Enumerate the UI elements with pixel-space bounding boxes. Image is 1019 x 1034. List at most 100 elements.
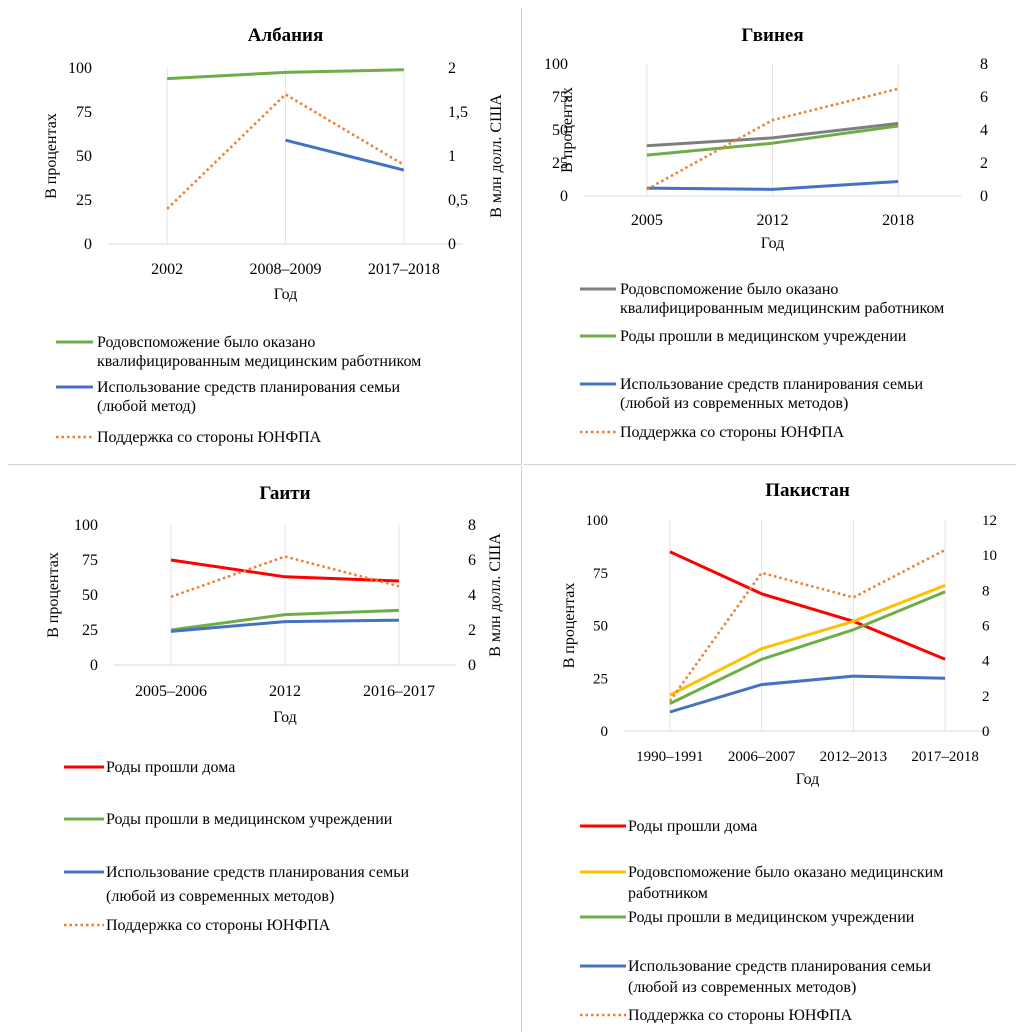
legend-label-1: квалифицированным медицинским работником bbox=[620, 300, 944, 317]
y-tick-label: 100 bbox=[544, 56, 568, 73]
legend-label-2: работником bbox=[628, 885, 708, 902]
series-line-5 bbox=[668, 548, 946, 702]
y-tick-label: 25 bbox=[593, 671, 608, 687]
y2-tick-label: 6 bbox=[468, 552, 476, 569]
y2-tick-label: 1 bbox=[448, 148, 456, 165]
y2-tick-label: 4 bbox=[982, 654, 990, 670]
legend-label-4: (любой из современных методов) bbox=[628, 979, 856, 996]
legend-label-1: Родовспоможение было оказано bbox=[97, 334, 315, 351]
series-line-3 bbox=[646, 180, 899, 191]
series-line-1 bbox=[170, 558, 400, 583]
y-axis-title: В процентах bbox=[561, 583, 578, 669]
chart-haiti: Гаити 0 25 50 75 100 0 2 4 6 8 2005–2006 2012 2016–20… bbox=[45, 483, 504, 934]
chart-panel-pakistan: Пакистан 0 25 50 75 100 0 2 4 6 8 10 12 1990–1991 2006… bbox=[524, 466, 1019, 1032]
x-axis-title: Год bbox=[796, 771, 820, 788]
series-line-2 bbox=[646, 124, 899, 157]
x-axis-title: Год bbox=[274, 286, 298, 303]
y-tick-label: 100 bbox=[68, 60, 92, 77]
y-tick-label: 75 bbox=[593, 566, 608, 582]
legend-label-2: Использование средств планирования семьи bbox=[97, 379, 400, 396]
legend-label-5: Поддержка со стороны ЮНФПА bbox=[628, 1007, 853, 1024]
chart-pakistan: Пакистан 0 25 50 75 100 0 2 4 6 8 10 12 1990–1991 2006… bbox=[561, 480, 997, 1024]
legend-label-1: квалифицированным медицинским работником bbox=[97, 353, 421, 370]
legend-label-1: Роды прошли дома bbox=[106, 759, 235, 776]
y2-tick-label: 2 bbox=[982, 689, 990, 705]
y2-tick-label: 4 bbox=[980, 122, 988, 139]
x-tick-label: 2005–2006 bbox=[135, 683, 207, 700]
legend-label-3: Использование средств планирования семьи bbox=[106, 864, 409, 881]
legend-label-3: Роды прошли в медицинском учреждении bbox=[628, 909, 915, 926]
y2-tick-label: 2 bbox=[980, 155, 988, 172]
series-line-3 bbox=[170, 618, 400, 633]
y2-axis-title: В млн долл. США bbox=[488, 94, 505, 218]
legend-label-2: (любой метод) bbox=[97, 398, 196, 415]
y-tick-label: 25 bbox=[552, 155, 568, 172]
y-tick-label: 75 bbox=[552, 89, 568, 106]
legend-label-2: Роды прошли в медицинском учреждении bbox=[106, 811, 393, 828]
y-tick-label: 0 bbox=[84, 236, 92, 253]
series-line-4 bbox=[669, 674, 946, 714]
y2-tick-label: 0 bbox=[980, 188, 988, 205]
x-tick-label: 2008–2009 bbox=[250, 261, 322, 278]
y2-tick-label: 8 bbox=[980, 56, 988, 73]
x-tick-label: 2005 bbox=[631, 212, 663, 229]
series-line-1 bbox=[167, 68, 404, 81]
y-tick-label: 50 bbox=[593, 619, 608, 635]
y2-tick-label: 8 bbox=[982, 583, 990, 599]
series-line-2 bbox=[669, 584, 946, 697]
x-tick-label: 2018 bbox=[882, 212, 914, 229]
series-line-4 bbox=[170, 555, 400, 598]
y-tick-label: 100 bbox=[586, 513, 609, 529]
y2-tick-label: 12 bbox=[982, 513, 997, 529]
y2-tick-label: 6 bbox=[980, 89, 988, 106]
legend-label-3: (любой из современных методов) bbox=[106, 888, 334, 905]
x-tick-label: 2012–2013 bbox=[820, 749, 888, 765]
legend-label-4: Использование средств планирования семьи bbox=[628, 958, 931, 975]
y2-tick-label: 2 bbox=[448, 60, 456, 77]
chart-title: Пакистан bbox=[765, 480, 850, 501]
series-line-1 bbox=[669, 550, 946, 661]
y-tick-label: 100 bbox=[74, 517, 98, 534]
y-tick-label: 25 bbox=[76, 192, 92, 209]
y-tick-label: 25 bbox=[82, 622, 98, 639]
legend-label-1: Родовспоможение было оказано bbox=[620, 281, 838, 298]
legend-label-2: Родовспоможение было оказано медицинским bbox=[628, 864, 943, 881]
legend-label-2: Роды прошли в медицинском учреждении bbox=[620, 328, 907, 345]
y-tick-label: 50 bbox=[82, 587, 98, 604]
legend-label-3: Использование средств планирования семьи bbox=[620, 376, 923, 393]
x-tick-label: 2002 bbox=[151, 261, 183, 278]
y2-axis-title: В млн долл. США bbox=[487, 533, 504, 657]
chart-panel-haiti: Гаити 0 25 50 75 100 0 2 4 6 8 2005–2006 2012 2016–20… bbox=[8, 466, 522, 1032]
y-tick-label: 0 bbox=[90, 657, 98, 674]
y2-tick-label: 0 bbox=[468, 657, 476, 674]
legend-label-1: Роды прошли дома bbox=[628, 818, 757, 835]
series-line-2 bbox=[285, 138, 405, 172]
y-axis-title: В процентах bbox=[43, 113, 60, 199]
x-axis-title: Год bbox=[761, 235, 785, 252]
series-line-2 bbox=[170, 608, 400, 632]
y2-tick-label: 6 bbox=[982, 619, 990, 635]
legend-label-4: Поддержка со стороны ЮНФПА bbox=[106, 917, 331, 934]
chart-title: Гвинея bbox=[741, 25, 803, 46]
x-tick-label: 2016–2017 bbox=[363, 683, 435, 700]
legend-label-3: (любой из современных методов) bbox=[620, 395, 848, 412]
x-tick-label: 2017–2018 bbox=[368, 261, 440, 278]
y2-tick-label: 0,5 bbox=[448, 192, 468, 209]
chart-title: Албания bbox=[248, 25, 324, 46]
x-tick-label: 2017–2018 bbox=[911, 749, 979, 765]
legend-label-4: Поддержка со стороны ЮНФПА bbox=[620, 424, 845, 441]
y-tick-label: 50 bbox=[76, 148, 92, 165]
x-tick-label: 2012 bbox=[757, 212, 789, 229]
y2-tick-label: 2 bbox=[468, 622, 476, 639]
series-line-4 bbox=[646, 87, 899, 191]
y-tick-label: 75 bbox=[82, 552, 98, 569]
legend-label-3: Поддержка со стороны ЮНФПА bbox=[97, 429, 322, 446]
y-tick-label: 75 bbox=[76, 104, 92, 121]
y-axis-title: В процентах bbox=[559, 87, 576, 173]
x-tick-label: 1990–1991 bbox=[636, 749, 704, 765]
y-axis-title: В процентах bbox=[45, 552, 62, 638]
y2-tick-label: 4 bbox=[468, 587, 476, 604]
series-line-1 bbox=[646, 121, 899, 148]
x-axis-title: Год bbox=[273, 709, 297, 726]
series-line-3 bbox=[669, 590, 946, 705]
